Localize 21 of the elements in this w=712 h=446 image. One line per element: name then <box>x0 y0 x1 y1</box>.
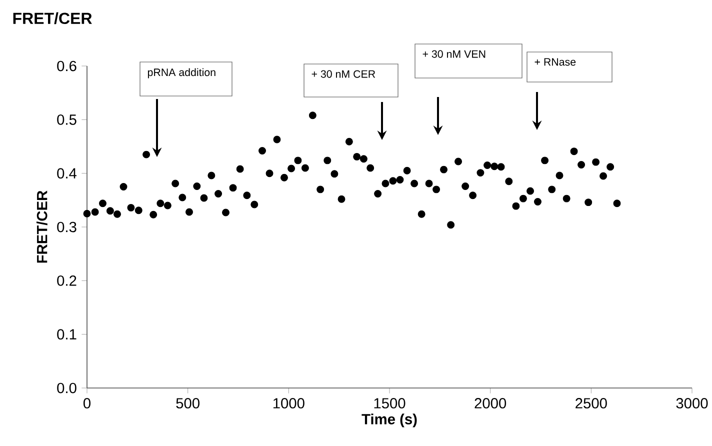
y-tick-label: 0.6 <box>57 60 76 72</box>
x-tick-label: 1000 <box>273 398 304 408</box>
y-tick-label: 0.5 <box>57 114 76 125</box>
x-tick-label: 2500 <box>576 398 607 408</box>
annotation: + 30 nM CER <box>312 70 376 78</box>
y-tick-label: 0.2 <box>57 275 76 286</box>
x-axis-title: Time (s) <box>362 414 417 428</box>
y-tick-label: 0.4 <box>57 168 77 179</box>
y-tick-label: 0.3 <box>57 222 76 232</box>
y-tick-label: 0.1 <box>57 329 76 340</box>
annotation: pRNA addition <box>148 68 216 78</box>
x-tick-label: 500 <box>176 398 200 408</box>
text: + RNase <box>534 58 576 66</box>
text: + 30 nM VEN <box>422 50 486 58</box>
x-tick-label: 0 <box>83 398 90 408</box>
y-axis-title: FRET/CER <box>36 190 48 263</box>
chart-title: FRET/CER <box>13 12 92 24</box>
x-tick-label: 3000 <box>676 398 708 408</box>
x-tick-label: 1500 <box>374 398 406 408</box>
x-tick-label: 2000 <box>474 398 506 408</box>
y-tick-label: 0.0 <box>57 382 76 394</box>
